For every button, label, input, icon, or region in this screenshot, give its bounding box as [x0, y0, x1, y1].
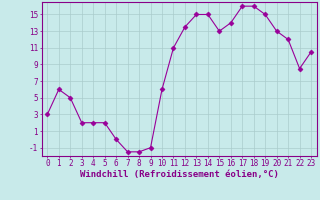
- X-axis label: Windchill (Refroidissement éolien,°C): Windchill (Refroidissement éolien,°C): [80, 170, 279, 179]
